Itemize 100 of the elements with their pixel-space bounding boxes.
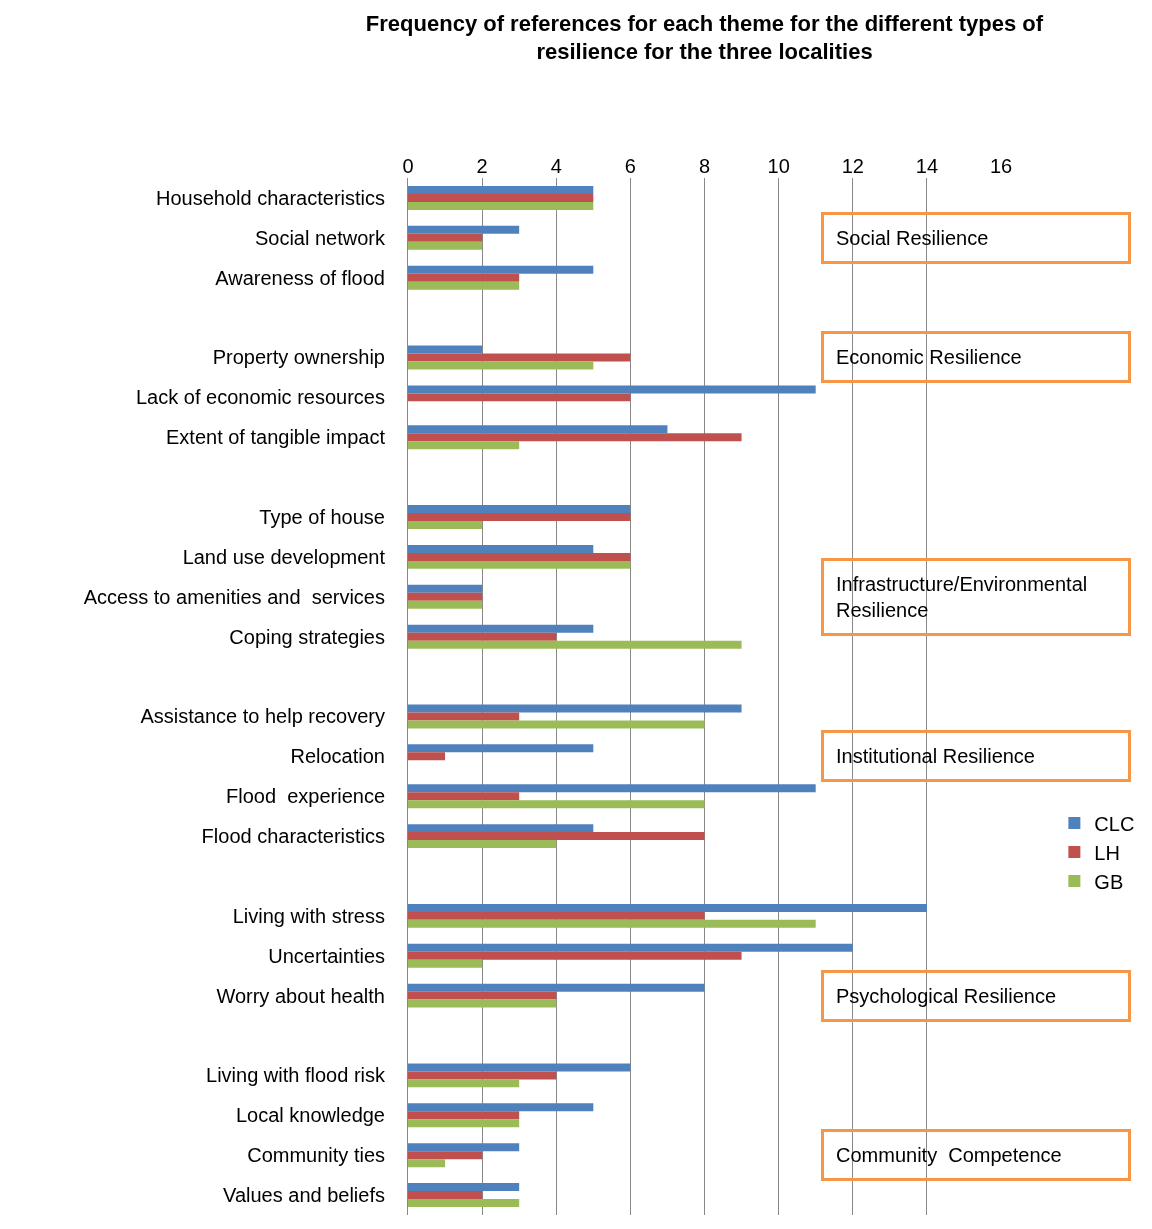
bar — [408, 1159, 446, 1168]
y-tick-label: Relocation — [290, 745, 385, 768]
x-tick-label: 10 — [767, 155, 790, 177]
y-tick-label: Values and beliefs — [223, 1184, 385, 1207]
bar — [408, 1063, 631, 1072]
y-tick-label: Flood experience — [226, 785, 385, 808]
annotation: Community Competence — [836, 1144, 1062, 1166]
bar — [408, 632, 557, 641]
annotation: Infrastructure/Environmental Resilience — [836, 573, 1088, 621]
x-tick-label: 0 — [402, 155, 414, 177]
y-tick-label: Assistance to help recovery — [140, 705, 385, 728]
bar — [408, 273, 520, 282]
bar — [408, 233, 483, 242]
bar — [408, 353, 631, 362]
bar — [408, 521, 483, 529]
y-tick-label: Local knowledge — [236, 1104, 385, 1127]
x-tick-label: 14 — [915, 155, 939, 177]
bar — [408, 361, 594, 370]
bar — [408, 1151, 483, 1160]
chart-title: Frequency of references for each theme for the different types of resilience for the three localities — [365, 10, 1044, 65]
bar — [408, 792, 520, 801]
bar — [408, 201, 594, 210]
y-tick-label: Living with flood risk — [206, 1064, 386, 1087]
bar — [408, 824, 594, 833]
y-tick-label: Social network — [254, 226, 386, 249]
bar — [408, 193, 594, 202]
bar — [408, 425, 668, 434]
bar — [408, 584, 483, 593]
bar — [408, 1183, 520, 1192]
bar — [408, 712, 520, 721]
x-tick-label: 4 — [550, 155, 562, 177]
y-tick-label: Access to amenities and services — [83, 585, 385, 608]
bar — [408, 903, 927, 912]
y-tick-label: Worry about health — [216, 984, 385, 1007]
bar — [408, 560, 631, 569]
bar — [408, 999, 557, 1008]
bar — [408, 1191, 483, 1200]
y-tick-label: Community ties — [247, 1144, 385, 1167]
bar — [408, 720, 705, 729]
y-tick-label: Uncertainties — [268, 944, 385, 967]
bar — [408, 592, 483, 601]
annotation: Social Resilience — [836, 227, 989, 249]
x-tick-label: 2 — [476, 155, 488, 177]
bar — [408, 1071, 557, 1080]
y-tick-label: Flood characteristics — [201, 825, 385, 848]
bar — [408, 185, 594, 194]
bar — [408, 600, 483, 609]
bar — [408, 983, 705, 992]
bar — [408, 624, 594, 633]
legend-label: GB — [1094, 870, 1124, 893]
bar — [408, 911, 705, 920]
bar — [408, 752, 446, 761]
bar — [408, 991, 557, 1000]
legend-label: LH — [1094, 841, 1120, 864]
bar — [408, 385, 816, 394]
bar — [408, 800, 705, 809]
y-tick-label: Type of house — [259, 506, 385, 529]
y-tick-label: Living with stress — [232, 904, 385, 927]
bar — [408, 505, 631, 514]
x-tick-label: 8 — [698, 155, 711, 177]
legend-label: CLC — [1094, 812, 1135, 835]
bar — [408, 959, 483, 968]
bar — [408, 281, 520, 290]
x-tick-label: 16 — [989, 155, 1013, 177]
x-tick-label: 12 — [841, 155, 864, 177]
x-tick-label: 6 — [624, 155, 636, 177]
bar — [408, 951, 742, 960]
bar — [408, 513, 631, 522]
y-tick-label: Extent of tangible impact — [165, 426, 386, 449]
bar — [408, 241, 483, 250]
bar — [408, 433, 742, 442]
y-tick-label: Land use development — [182, 545, 386, 568]
annotation: Institutional Resilience — [836, 745, 1035, 767]
bar — [408, 265, 594, 274]
annotation: Psychological Resilience — [836, 985, 1057, 1007]
annotation: Economic Resilience — [836, 346, 1022, 368]
bar — [408, 1199, 520, 1208]
bar — [408, 943, 853, 952]
bar — [408, 1119, 520, 1128]
bar — [408, 1143, 520, 1152]
bar — [408, 225, 520, 234]
bar — [408, 393, 631, 402]
bar — [408, 832, 705, 841]
bar — [408, 919, 816, 928]
bar — [408, 441, 520, 450]
bar — [408, 840, 557, 849]
bar — [408, 1079, 520, 1088]
bar — [408, 1103, 594, 1112]
bar — [408, 544, 594, 553]
y-tick-label: Coping strategies — [229, 625, 385, 648]
y-tick-label: Property ownership — [212, 346, 385, 369]
bar — [408, 640, 742, 649]
y-tick-label: Awareness of flood — [215, 266, 385, 289]
bar — [408, 784, 816, 793]
bar — [408, 744, 594, 753]
bar — [408, 1111, 520, 1120]
bar — [408, 704, 742, 713]
bar — [408, 552, 631, 561]
y-tick-label: Household characteristics — [156, 186, 385, 209]
y-tick-label: Lack of economic resources — [135, 386, 385, 409]
